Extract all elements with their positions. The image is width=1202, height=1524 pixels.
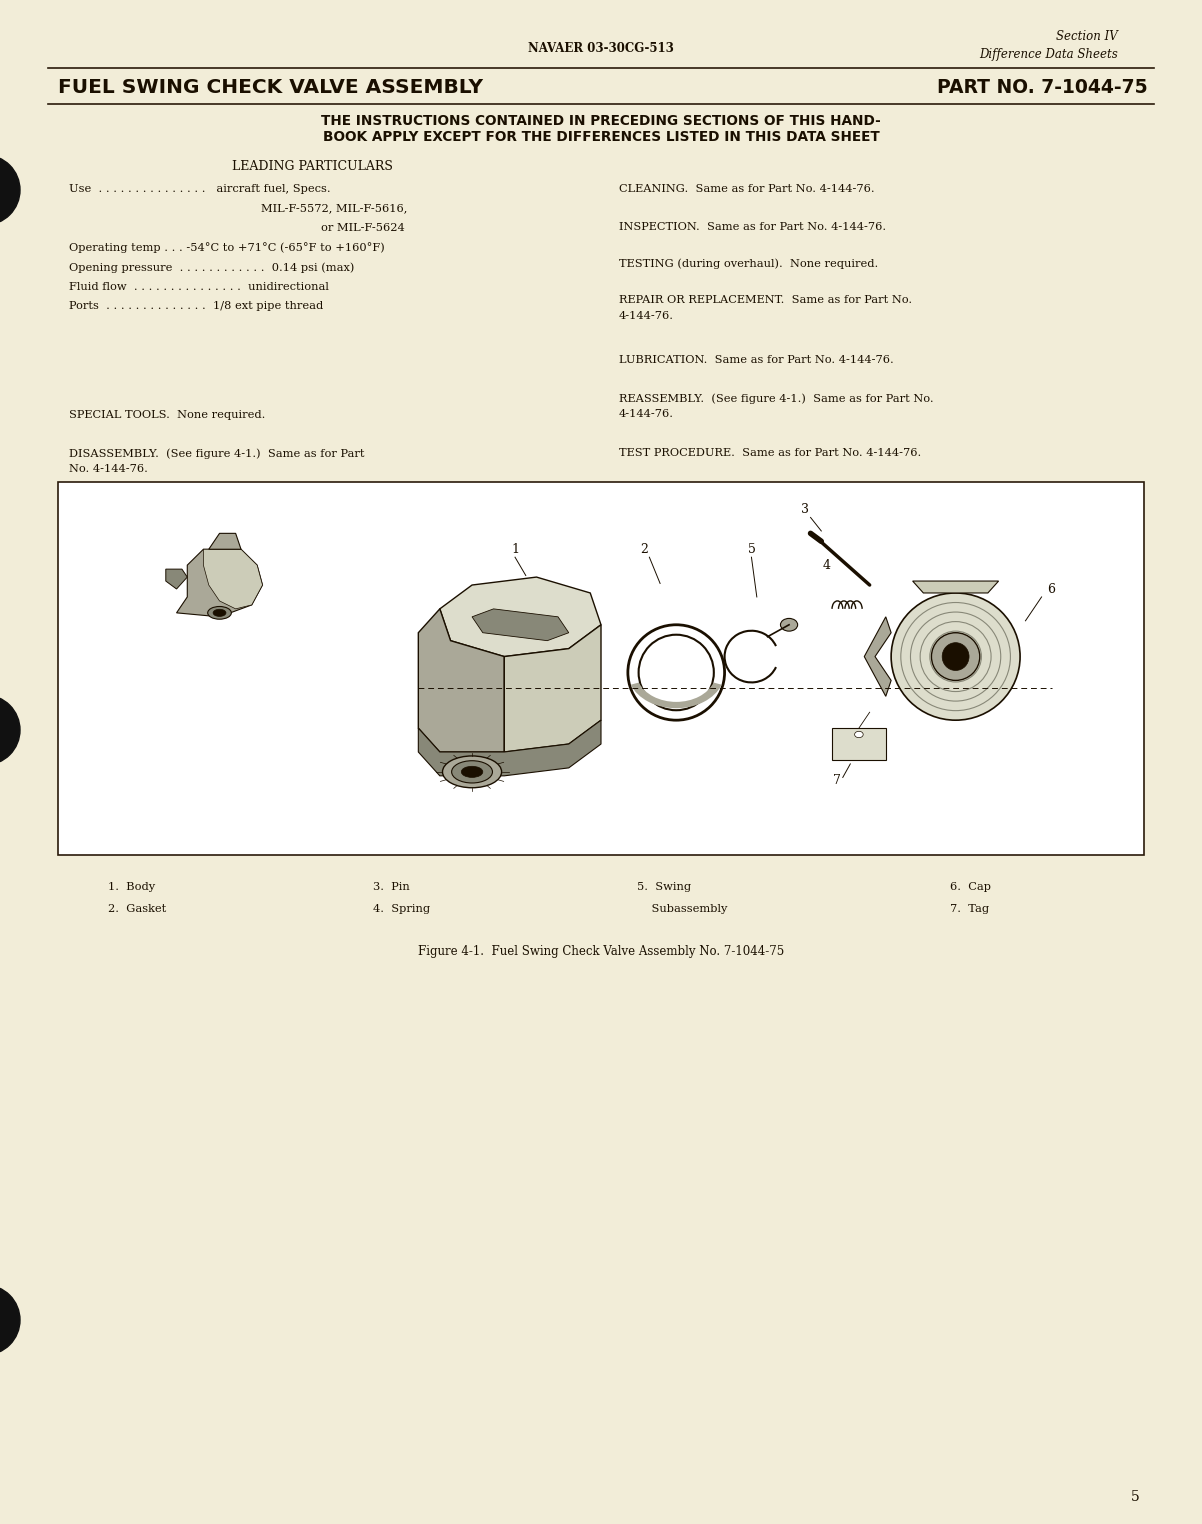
Text: 4-144-76.: 4-144-76. — [619, 408, 674, 419]
Text: Opening pressure  . . . . . . . . . . . .  0.14 psi (max): Opening pressure . . . . . . . . . . . .… — [69, 262, 353, 273]
Text: Subassembly: Subassembly — [637, 904, 727, 914]
Ellipse shape — [932, 632, 980, 680]
Polygon shape — [505, 625, 601, 751]
Text: 5: 5 — [748, 543, 755, 556]
Text: 1.  Body: 1. Body — [108, 882, 155, 892]
Text: 2.  Gasket: 2. Gasket — [108, 904, 166, 914]
Text: 5.  Swing: 5. Swing — [637, 882, 691, 892]
Text: 6.  Cap: 6. Cap — [950, 882, 990, 892]
Text: 1: 1 — [511, 543, 519, 556]
Text: REPAIR OR REPLACEMENT.  Same as for Part No.: REPAIR OR REPLACEMENT. Same as for Part … — [619, 296, 912, 305]
Text: REASSEMBLY.  (See figure 4-1.)  Same as for Part No.: REASSEMBLY. (See figure 4-1.) Same as fo… — [619, 393, 934, 404]
Circle shape — [0, 1285, 20, 1355]
Polygon shape — [418, 721, 601, 776]
Text: Fluid flow  . . . . . . . . . . . . . . .  unidirectional: Fluid flow . . . . . . . . . . . . . . .… — [69, 282, 328, 291]
Polygon shape — [166, 568, 188, 588]
Text: 7.  Tag: 7. Tag — [950, 904, 989, 914]
Text: 2: 2 — [639, 543, 648, 556]
Text: Section IV: Section IV — [1057, 30, 1118, 43]
Wedge shape — [631, 683, 721, 709]
Text: Difference Data Sheets: Difference Data Sheets — [980, 47, 1118, 61]
Polygon shape — [209, 533, 242, 549]
Text: TESTING (during overhaul).  None required.: TESTING (during overhaul). None required… — [619, 258, 879, 268]
Ellipse shape — [462, 767, 483, 777]
Text: INSPECTION.  Same as for Part No. 4-144-76.: INSPECTION. Same as for Part No. 4-144-7… — [619, 223, 886, 232]
Text: 6: 6 — [1047, 584, 1055, 596]
Ellipse shape — [213, 610, 226, 616]
Ellipse shape — [942, 643, 969, 671]
Polygon shape — [472, 610, 569, 640]
Circle shape — [0, 155, 20, 226]
Text: 5: 5 — [1131, 1490, 1139, 1504]
Bar — [58, 482, 1144, 855]
Text: DISASSEMBLY.  (See figure 4-1.)  Same as for Part: DISASSEMBLY. (See figure 4-1.) Same as f… — [69, 448, 364, 459]
Text: 4: 4 — [822, 559, 831, 572]
Ellipse shape — [208, 607, 231, 619]
Polygon shape — [864, 617, 891, 696]
Text: MIL-F-5572, MIL-F-5616,: MIL-F-5572, MIL-F-5616, — [261, 204, 407, 213]
Circle shape — [0, 695, 20, 765]
Text: CLEANING.  Same as for Part No. 4-144-76.: CLEANING. Same as for Part No. 4-144-76. — [619, 184, 875, 194]
Text: THE INSTRUCTIONS CONTAINED IN PRECEDING SECTIONS OF THIS HAND-: THE INSTRUCTIONS CONTAINED IN PRECEDING … — [321, 114, 881, 128]
Text: NAVAER 03-30CG-513: NAVAER 03-30CG-513 — [528, 43, 674, 55]
Text: Use  . . . . . . . . . . . . . . .   aircraft fuel, Specs.: Use . . . . . . . . . . . . . . . aircra… — [69, 184, 331, 194]
Polygon shape — [418, 610, 505, 751]
Text: 3.  Pin: 3. Pin — [373, 882, 410, 892]
Text: 3: 3 — [802, 503, 809, 517]
Text: Ports  . . . . . . . . . . . . . .  1/8 ext pipe thread: Ports . . . . . . . . . . . . . . 1/8 ex… — [69, 302, 323, 311]
Ellipse shape — [442, 756, 501, 788]
Text: 4.  Spring: 4. Spring — [373, 904, 430, 914]
Text: LEADING PARTICULARS: LEADING PARTICULARS — [232, 160, 393, 174]
Ellipse shape — [891, 593, 1020, 721]
Text: PART NO. 7-1044-75: PART NO. 7-1044-75 — [938, 78, 1148, 98]
Polygon shape — [177, 549, 262, 617]
Ellipse shape — [452, 760, 493, 783]
Text: SPECIAL TOOLS.  None required.: SPECIAL TOOLS. None required. — [69, 410, 264, 421]
Circle shape — [855, 732, 863, 738]
Text: Operating temp . . . -54°C to +71°C (-65°F to +160°F): Operating temp . . . -54°C to +71°C (-65… — [69, 242, 385, 253]
Text: FUEL SWING CHECK VALVE ASSEMBLY: FUEL SWING CHECK VALVE ASSEMBLY — [58, 78, 483, 98]
Polygon shape — [440, 578, 601, 657]
Text: Figure 4-1.  Fuel Swing Check Valve Assembly No. 7-1044-75: Figure 4-1. Fuel Swing Check Valve Assem… — [418, 945, 784, 959]
Text: 7: 7 — [833, 774, 841, 786]
Text: BOOK APPLY EXCEPT FOR THE DIFFERENCES LISTED IN THIS DATA SHEET: BOOK APPLY EXCEPT FOR THE DIFFERENCES LI… — [322, 130, 880, 143]
Ellipse shape — [638, 634, 714, 710]
Polygon shape — [912, 581, 999, 593]
Text: No. 4-144-76.: No. 4-144-76. — [69, 463, 148, 474]
Text: or MIL-F-5624: or MIL-F-5624 — [321, 223, 405, 233]
Polygon shape — [832, 728, 886, 760]
Text: TEST PROCEDURE.  Same as for Part No. 4-144-76.: TEST PROCEDURE. Same as for Part No. 4-1… — [619, 448, 921, 459]
Text: LUBRICATION.  Same as for Part No. 4-144-76.: LUBRICATION. Same as for Part No. 4-144-… — [619, 355, 894, 366]
Text: 4-144-76.: 4-144-76. — [619, 311, 674, 322]
Circle shape — [780, 619, 798, 631]
Polygon shape — [203, 549, 262, 610]
